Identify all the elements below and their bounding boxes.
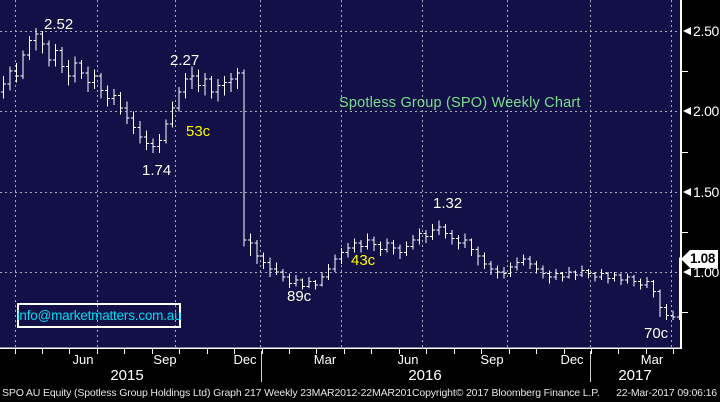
price-annotation-2.52: 2.52: [44, 16, 74, 33]
x-axis-month-label: Mar: [313, 352, 337, 367]
y-axis-tick-label: 1.50: [693, 183, 720, 200]
tick-arrow-icon: [683, 268, 691, 276]
x-axis-month-label: Mar: [640, 352, 664, 367]
x-axis-month-tick: [618, 349, 619, 354]
x-axis-month-tick: [509, 349, 510, 354]
price-annotation-43c: 43c: [351, 252, 376, 269]
year-separator-line: [261, 351, 262, 382]
x-axis-month-tick: [536, 349, 537, 354]
x-axis-month-tick: [152, 349, 153, 354]
x-axis-month-tick: [42, 349, 43, 354]
x-axis-month-tick: [234, 349, 235, 354]
x-axis-month-tick: [426, 349, 427, 354]
x-axis-month-tick: [124, 349, 125, 354]
y-axis-tick-label: 2.00: [693, 103, 720, 120]
x-axis-month-tick: [673, 349, 674, 354]
watermark-email-text: info@marketmatters.com.au: [16, 308, 182, 323]
x-axis-month-label: Jun: [397, 352, 419, 367]
x-axis-month-tick: [262, 349, 263, 354]
x-axis-month-tick: [564, 349, 565, 354]
x-axis-month-label: Jun: [72, 352, 94, 367]
y-axis-tick-label: 2.50: [693, 23, 720, 39]
price-annotation-53c: 53c: [186, 123, 211, 140]
y-axis-tick-2.50: 2.50: [682, 23, 719, 39]
x-axis-month-label: Sep: [153, 352, 177, 367]
x-axis-month-label: Dec: [560, 352, 584, 367]
x-axis-time-scale: Jun Sep Dec Mar Jun Sep Dec Mar 2015 2016 2017: [0, 349, 720, 385]
last-price-tag: 1.08: [681, 250, 719, 269]
tick-arrow-icon: [683, 107, 691, 116]
x-axis-month-tick: [207, 349, 208, 354]
x-axis-month-tick: [591, 349, 592, 354]
y-axis-price-scale: 1.08 2.50 2.00 1.50 1.00: [681, 0, 720, 349]
chart-title: Spotless Group (SPO) Weekly Chart: [339, 95, 581, 111]
x-axis-month-tick: [316, 349, 317, 354]
status-security-description: SPO AU Equity (Spotless Group Holdings L…: [2, 387, 412, 399]
x-axis-month-tick: [481, 349, 482, 354]
price-annotation-1.32: 1.32: [433, 195, 463, 212]
status-copyright: Copyright© 2017 Bloomberg Finance L.P.: [412, 387, 600, 399]
x-axis-month-tick: [399, 349, 400, 354]
y-axis-minor-tick: [682, 312, 688, 313]
price-chart-canvas[interactable]: [0, 0, 682, 349]
watermark-email-box: info@marketmatters.com.au: [16, 303, 182, 328]
y-axis-tick-2.00: 2.00: [682, 103, 719, 119]
status-bar: SPO AU Equity (Spotless Group Holdings L…: [0, 385, 720, 402]
x-axis-month-label: Sep: [480, 352, 504, 367]
tick-arrow-icon: [683, 187, 691, 196]
tick-arrow-icon: [683, 27, 691, 35]
status-timestamp: 22-Mar-2017 09:06:16: [616, 387, 717, 399]
x-axis-month-tick: [646, 349, 647, 354]
year-separator-line: [590, 351, 591, 382]
x-axis-month-tick: [15, 349, 16, 354]
x-axis-month-tick: [371, 349, 372, 354]
price-annotation-89c: 89c: [287, 288, 312, 305]
x-axis-month-tick: [289, 349, 290, 354]
y-axis-minor-tick: [682, 71, 688, 72]
y-axis-tick-1.50: 1.50: [682, 184, 719, 200]
x-axis-month-tick: [344, 349, 345, 354]
ohlc-price-bars: [1, 27, 682, 321]
price-annotation-70c: 70c: [644, 325, 669, 342]
chart-plot-area[interactable]: Spotless Group (SPO) Weekly Chart 2.52 2.…: [0, 0, 682, 349]
price-annotation-2.27: 2.27: [170, 52, 200, 69]
grid-lines: [0, 0, 682, 349]
last-price-arrow-icon: [681, 250, 690, 269]
x-axis-month-label: Dec: [233, 352, 257, 367]
x-axis-year-label: 2015: [110, 367, 144, 384]
y-axis-minor-tick: [682, 152, 688, 153]
last-price-value: 1.08: [690, 250, 719, 269]
x-axis-year-label: 2016: [408, 367, 442, 384]
price-annotation-1.74: 1.74: [142, 162, 172, 179]
y-axis-minor-tick: [682, 232, 688, 233]
x-axis-month-tick: [97, 349, 98, 354]
x-axis-month-tick: [454, 349, 455, 354]
x-axis-month-tick: [69, 349, 70, 354]
x-axis-year-label: 2017: [618, 367, 652, 384]
x-axis-month-tick: [179, 349, 180, 354]
